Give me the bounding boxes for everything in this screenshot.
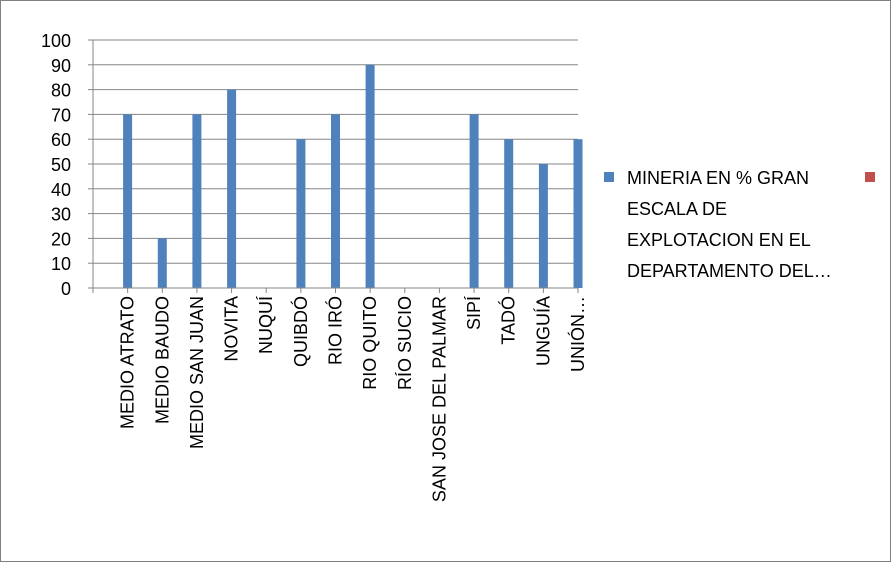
x-tick-label: MEDIO SAN JUAN xyxy=(187,296,207,449)
y-tick-label: 30 xyxy=(51,205,71,225)
x-tick-label: TADÓ xyxy=(498,296,519,345)
x-tick-label: SIPÍ xyxy=(464,296,484,330)
axes xyxy=(88,39,579,293)
bar-series xyxy=(123,64,583,289)
legend-label-line: ESCALA DE xyxy=(627,199,727,219)
legend-label-line: EXPLOTACION EN EL xyxy=(627,230,811,250)
x-tick-label: UNIÓN… xyxy=(567,296,588,372)
x-tick-label: MEDIO BAUDO xyxy=(152,296,172,424)
y-tick-label: 100 xyxy=(41,31,71,51)
legend: MINERIA EN % GRAN ESCALA DE EXPLOTACION EN… xyxy=(604,168,875,281)
y-tick-label: 40 xyxy=(51,180,71,200)
x-tick-label: NUQUÍ xyxy=(256,296,276,354)
y-tick-label: 50 xyxy=(51,155,71,175)
bar-novita xyxy=(227,89,237,288)
x-tick-label: RÍO SUCIO xyxy=(395,296,415,390)
legend-swatch-series-1 xyxy=(604,172,614,182)
x-tick-label: SAN JOSE DEL PALMAR xyxy=(429,296,449,502)
y-tick-label: 80 xyxy=(51,81,71,101)
bar-rio-ir- xyxy=(331,114,340,289)
legend-label-line: MINERIA EN % GRAN xyxy=(627,168,809,188)
bar-sip- xyxy=(469,114,479,289)
y-tick-label: 90 xyxy=(51,56,71,76)
y-tick-label: 10 xyxy=(51,254,71,274)
x-tick-label: MEDIO ATRATO xyxy=(118,296,138,429)
x-tick-label: RIO IRÓ xyxy=(325,296,346,365)
x-tick-label: QUIBDÓ xyxy=(290,296,311,367)
legend-swatch-series-2 xyxy=(865,172,875,182)
bar-medio-atrato xyxy=(123,114,133,289)
x-tick-label: NOVITA xyxy=(222,296,242,362)
y-tick-label: 70 xyxy=(51,105,71,125)
x-tick-label: RIO QUITO xyxy=(360,296,380,390)
legend-label-line: DEPARTAMENTO DEL… xyxy=(627,261,832,281)
bar-medio-san-juan xyxy=(192,114,202,289)
bar-uni-n- xyxy=(573,139,583,288)
bar-medio-baudo xyxy=(157,238,167,288)
y-tick-label: 0 xyxy=(61,279,71,299)
bar-tad- xyxy=(504,139,514,288)
bar-ungu-a xyxy=(538,164,548,288)
x-axis-tick-labels: MEDIO ATRATO MEDIO BAUDO MEDIO SAN JUAN NOV… xyxy=(118,296,588,502)
x-tick-label: UNGUÍA xyxy=(533,296,553,366)
bar-rio-quito xyxy=(365,64,375,288)
bar-quibd- xyxy=(296,139,306,288)
y-axis-tick-labels: 0 10 20 30 40 50 60 70 80 90 100 xyxy=(41,31,71,299)
y-tick-label: 20 xyxy=(51,229,71,249)
y-tick-label: 60 xyxy=(51,130,71,150)
